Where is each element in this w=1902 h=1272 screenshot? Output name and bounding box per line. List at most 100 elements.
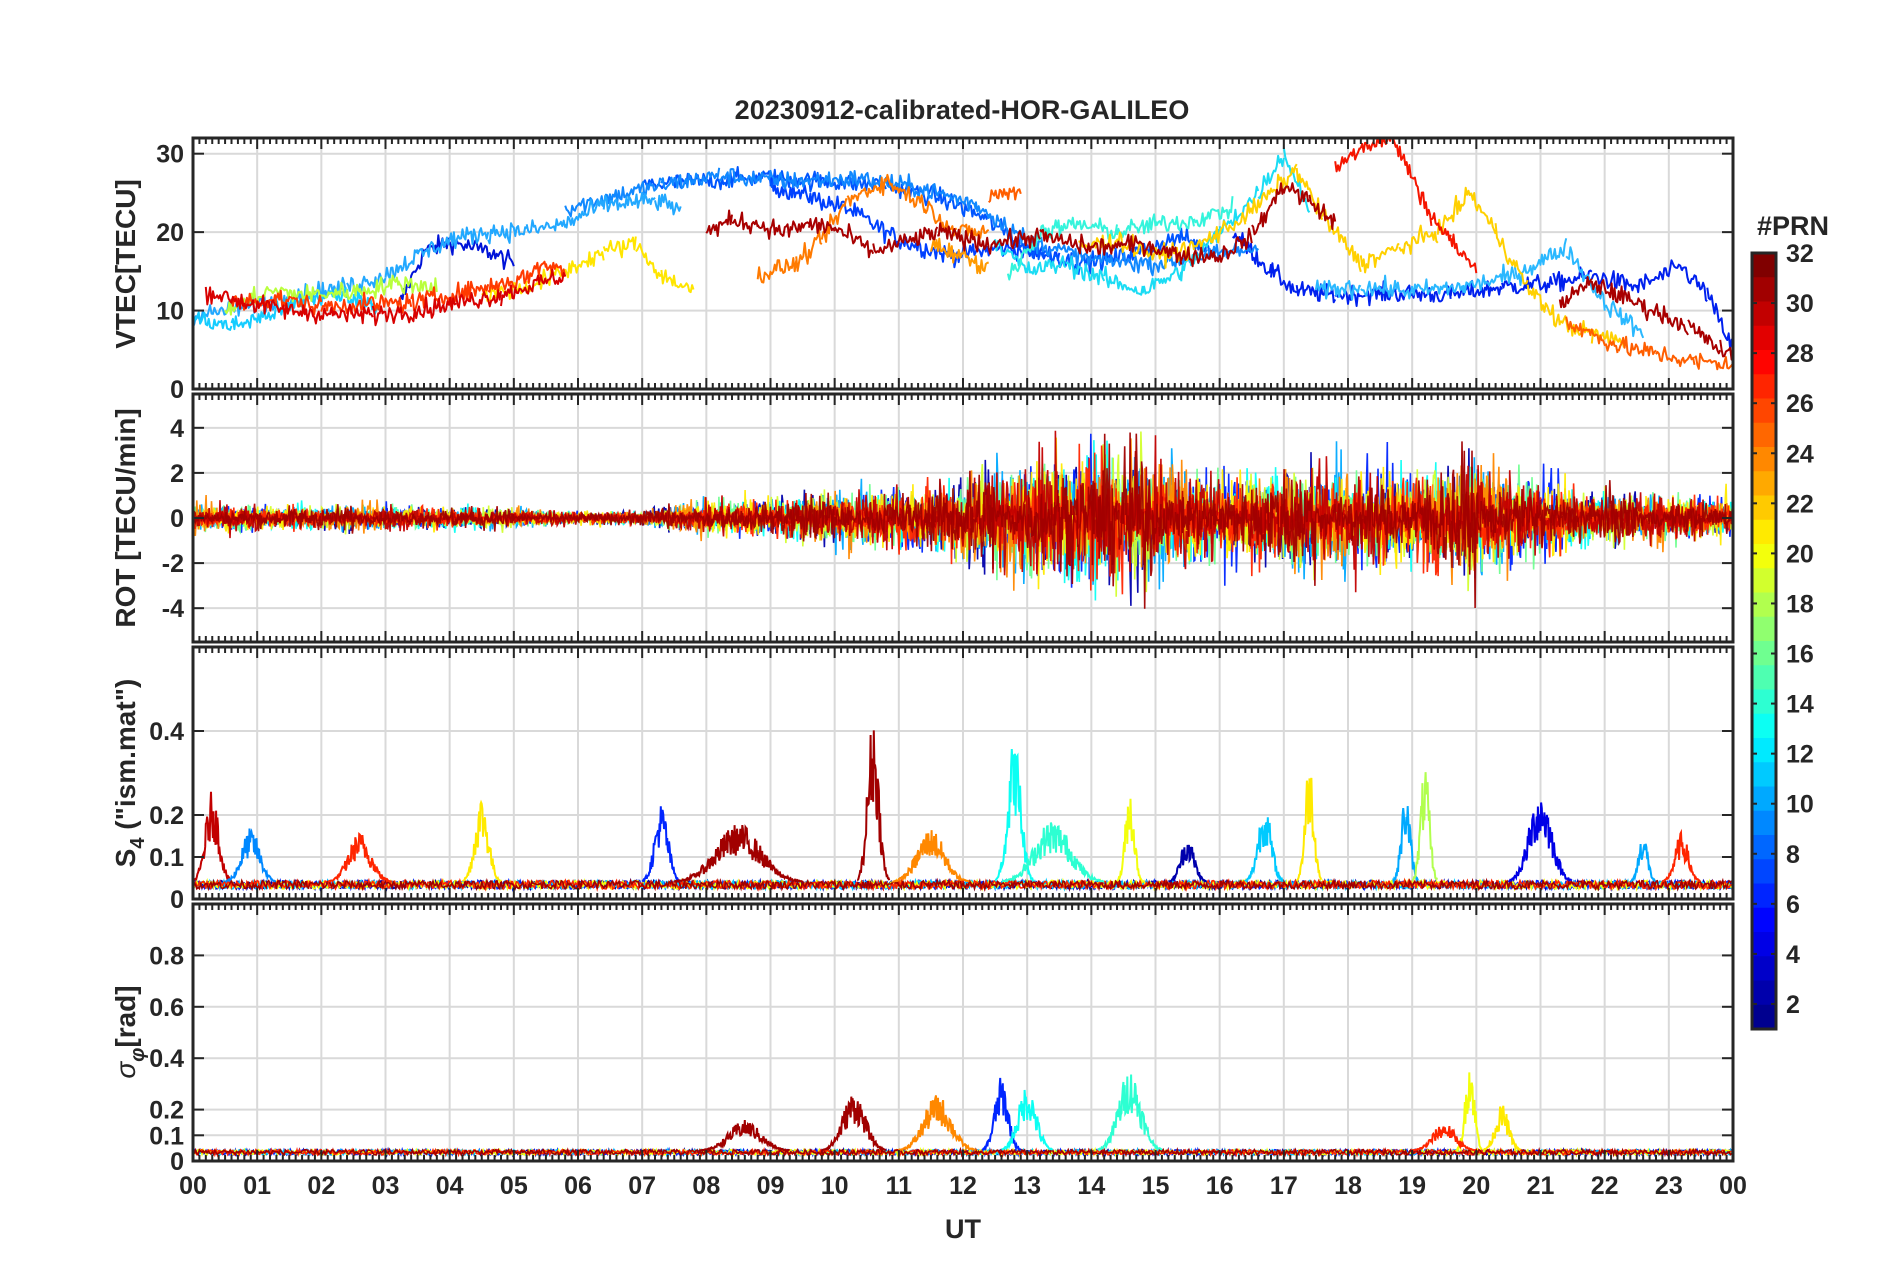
vtec-series-prn-5 <box>769 175 1061 269</box>
y-tick-label-sigma_phi: 0.6 <box>149 994 184 1022</box>
colorbar-segment <box>1752 568 1776 594</box>
colorbar-segment <box>1752 956 1776 982</box>
panel-vtec: 0 10 20 30 VTEC[TECU] <box>110 136 1735 404</box>
x-tick-label: 04 <box>436 1172 464 1200</box>
colorbar-tick-label: 6 <box>1786 891 1800 919</box>
colorbar-segment <box>1752 374 1776 400</box>
panel-rot: -4 -2 0 2 4 ROT [TECU/min] <box>110 392 1735 644</box>
vtec-series-prn-2 <box>397 234 515 303</box>
colorbar-segment <box>1752 447 1776 472</box>
s4-burst-prn-18 <box>1411 772 1439 882</box>
y-tick-label-rot: 2 <box>170 460 184 488</box>
colorbar-segment <box>1752 762 1776 788</box>
y-tick-label-s4: 0 <box>170 886 184 914</box>
colorbar-tick-label: 4 <box>1786 941 1800 969</box>
chart-title: 20230912-calibrated-HOR-GALILEO <box>735 95 1190 125</box>
colorbar-segment <box>1752 544 1776 569</box>
y-axis-label-s4: S4 ("ism.mat") <box>110 679 149 868</box>
y-tick-label-sigma_phi: 0.8 <box>149 942 184 970</box>
colorbar-segment <box>1752 325 1776 351</box>
s4-burst-prn-2 <box>1168 844 1207 883</box>
y-tick-label-rot: -4 <box>162 595 184 623</box>
s4-burst-prn-24 <box>892 830 970 883</box>
y-tick-label-rot: 4 <box>170 415 184 443</box>
x-tick-label: 12 <box>949 1172 977 1200</box>
y-tick-label-vtec: 30 <box>156 141 184 169</box>
vtec-series-prn-12 <box>1314 238 1645 339</box>
colorbar-segment <box>1752 1004 1776 1030</box>
s4-burst-prn-6 <box>641 806 681 884</box>
colorbar-tick-label: 24 <box>1786 440 1814 468</box>
x-tick-label: 18 <box>1334 1172 1362 1200</box>
x-ticks-s4 <box>192 647 1734 899</box>
colorbar-tick-label: 30 <box>1786 290 1814 318</box>
colorbar-segment <box>1752 519 1776 545</box>
s4-burst-prn-30 <box>193 791 231 883</box>
y-axis-label-sigma_phi: σφ[rad] <box>110 985 149 1078</box>
colorbar-segment <box>1752 592 1776 618</box>
grid-sigma_phi <box>193 904 1733 1162</box>
colorbar-segment <box>1752 665 1776 691</box>
colorbar-tick-label: 22 <box>1786 490 1814 518</box>
y-tick-label-s4: 0.1 <box>149 844 184 872</box>
colorbar-label: #PRN <box>1757 211 1829 241</box>
vtec-series-prn-26 <box>987 186 1733 371</box>
x-ticks-vtec <box>192 138 1734 389</box>
data-vtec <box>193 138 1733 371</box>
colorbar-segment <box>1752 980 1776 1006</box>
x-tick-label: 23 <box>1655 1172 1683 1200</box>
y-tick-label-vtec: 20 <box>156 219 184 247</box>
s4-burst-prn-4 <box>1507 802 1573 883</box>
s4-burst-prn-21 <box>462 799 502 883</box>
y-tick-label-rot: 0 <box>170 505 184 533</box>
y-tick-label-sigma_phi: 0.2 <box>149 1097 184 1125</box>
colorbar-segment <box>1752 616 1776 642</box>
colorbar-segment <box>1752 932 1776 957</box>
colorbar-segment <box>1752 810 1776 836</box>
colorbar-tick-label: 2 <box>1786 991 1800 1019</box>
x-tick-label: 06 <box>564 1172 592 1200</box>
sigma_phi-burst-prn-24 <box>898 1095 976 1152</box>
sigma_phi-burst-prn-31 <box>699 1119 791 1152</box>
data-rot <box>193 430 1733 609</box>
s4-burst-prn-20 <box>1116 798 1144 883</box>
colorbar-segment <box>1752 301 1776 327</box>
colorbar-segment <box>1752 738 1776 763</box>
s4-burst-prn-9 <box>224 828 276 883</box>
s4-burst-prn-27 <box>327 832 393 883</box>
x-tick-label: 17 <box>1270 1172 1298 1200</box>
colorbar-segment <box>1752 253 1776 278</box>
s4-burst-prn-21 <box>1295 777 1322 882</box>
sigma_phi-burst-prn-6 <box>981 1077 1021 1152</box>
s4-baseline-prn-31 <box>193 877 1733 893</box>
y-tick-label-sigma_phi: 0 <box>170 1148 184 1176</box>
vtec-series-prn-13 <box>193 286 380 331</box>
s4-burst-prn-31 <box>673 824 803 883</box>
y-tick-label-rot: -2 <box>162 550 184 578</box>
colorbar-tick-label: 26 <box>1786 390 1814 418</box>
x-tick-label: 13 <box>1013 1172 1041 1200</box>
x-axis: 00 01 02 03 04 05 06 07 08 09 10 11 12 13 14 15 16 17 18 19… <box>179 1172 1747 1200</box>
x-tick-label: 16 <box>1206 1172 1234 1200</box>
colorbar-segment <box>1752 689 1776 715</box>
colorbar-segment <box>1752 495 1776 521</box>
x-tick-label: 05 <box>500 1172 528 1200</box>
colorbar-tick-label: 32 <box>1786 240 1814 268</box>
vtec-series-prn-31 <box>705 182 1733 361</box>
colorbar-segment <box>1752 277 1776 303</box>
colorbar-segment <box>1752 835 1776 860</box>
colorbar-segment <box>1752 350 1776 375</box>
s4-burst-prn-31 <box>856 730 891 881</box>
x-tick-label: 02 <box>307 1172 335 1200</box>
y-tick-label-s4: 0.4 <box>149 718 184 746</box>
x-tick-label: 20 <box>1462 1172 1490 1200</box>
x-tick-label: 14 <box>1077 1172 1105 1200</box>
x-tick-label: 19 <box>1398 1172 1426 1200</box>
colorbar-tick-label: 14 <box>1786 691 1814 719</box>
s4-burst-prn-27 <box>1661 828 1701 883</box>
s4-burst-prn-14 <box>1001 822 1105 883</box>
x-tick-label: 11 <box>886 1172 913 1200</box>
sigma_phi-burst-prn-21 <box>1482 1105 1522 1152</box>
